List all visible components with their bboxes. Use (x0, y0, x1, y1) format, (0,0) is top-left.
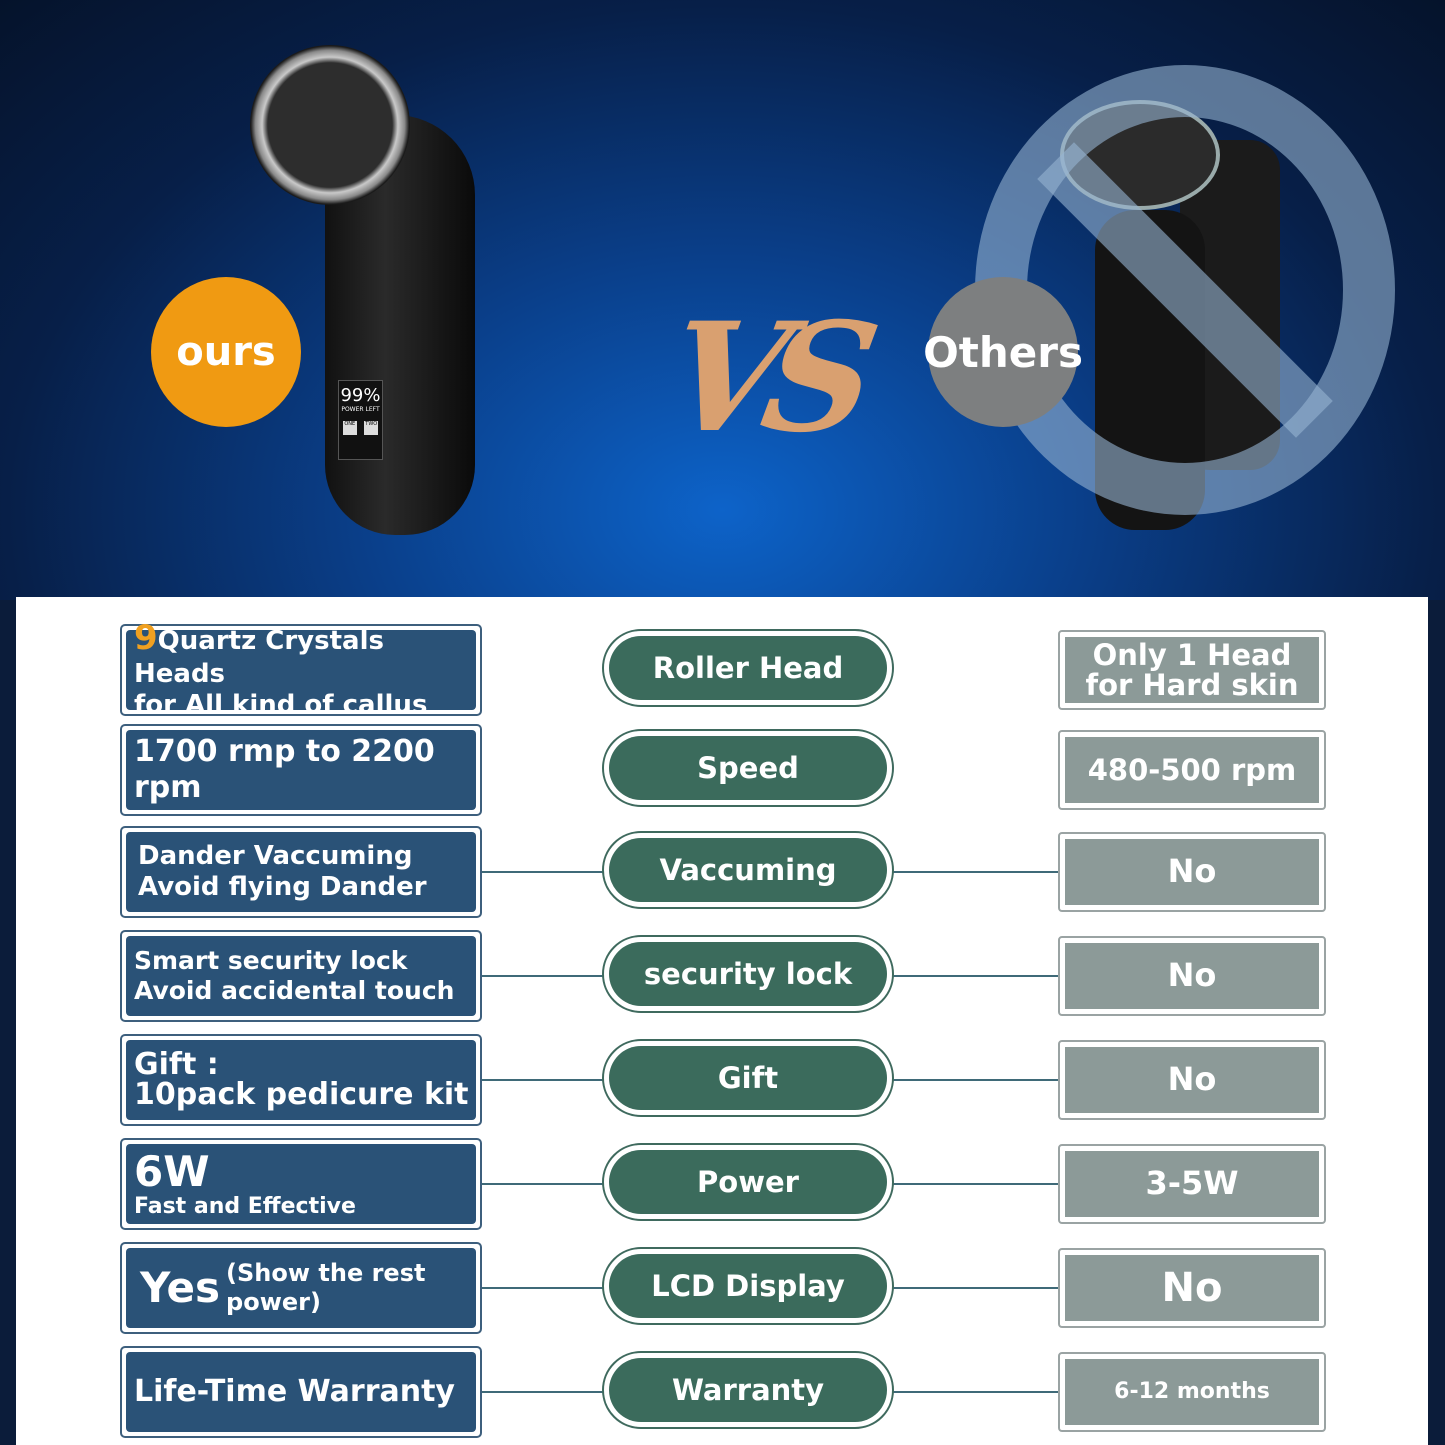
others-value: No (1058, 1248, 1326, 1328)
comparison-row: 6W Fast and Effective Power 3-5W (16, 1135, 1428, 1231)
ours-product-image: 99% POWER LEFT ONE TWO (250, 45, 475, 540)
others-value: 480-500 rpm (1058, 730, 1326, 810)
feature-label: Roller Head (602, 629, 894, 707)
comparison-row: Life-Time Warranty Warranty 6-12 months (16, 1343, 1428, 1439)
comparison-table: 9Quartz Crystals Heads for All kind of c… (16, 597, 1428, 1445)
others-value: 3-5W (1058, 1144, 1326, 1224)
feature-label: Gift (602, 1039, 894, 1117)
ours-value: 6W Fast and Effective (120, 1138, 482, 1230)
ours-value: Smart security lock Avoid accidental touc… (120, 930, 482, 1022)
ours-line2: Fast and Effective (134, 1193, 356, 1219)
others-value: No (1058, 936, 1326, 1016)
comparison-row: Yes (Show the rest power) LCD Display No (16, 1239, 1428, 1335)
ours-line1: Dander Vaccuming (138, 840, 413, 871)
ours-line2: for All kind of callus (134, 690, 428, 721)
ours-line1: Smart security lock (134, 946, 408, 975)
ours-line2: Avoid flying Dander (138, 872, 427, 902)
feature-label: security lock (602, 935, 894, 1013)
ours-value: Yes (Show the rest power) (120, 1242, 482, 1334)
lcd-button-one: ONE (342, 421, 357, 435)
ours-line1: Life-Time Warranty (134, 1374, 455, 1409)
lcd-button-two: TWO (364, 421, 379, 435)
others-value: Only 1 Head for Hard skin (1058, 630, 1326, 710)
ours-line1: 1700 rmp to 2200 rpm (134, 734, 435, 805)
ours-line1: Quartz Crystals Heads (134, 626, 384, 690)
ours-line2: 10pack pedicure kit (134, 1077, 469, 1112)
ours-value: Gift :10pack pedicure kit (120, 1034, 482, 1126)
ours-badge: ours (151, 277, 301, 427)
hero-banner: 99% POWER LEFT ONE TWO ours VS Others (0, 0, 1445, 600)
feature-label: LCD Display (602, 1247, 894, 1325)
comparison-row: 1700 rmp to 2200 rpm Speed 480-500 rpm (16, 721, 1428, 817)
ours-highlight: 9 (134, 618, 158, 659)
feature-label: Power (602, 1143, 894, 1221)
ours-line2: Avoid accidental touch (134, 976, 455, 1005)
ours-value: 9Quartz Crystals Heads for All kind of c… (120, 618, 482, 720)
comparison-row: Gift :10pack pedicure kit Gift No (16, 1031, 1428, 1127)
feature-label: Warranty (602, 1351, 894, 1429)
others-badge: Others (923, 277, 1083, 427)
feature-label: Vaccuming (602, 831, 894, 909)
ours-value: Dander Vaccuming Avoid flying Dander (120, 826, 482, 918)
ours-line1: Yes (140, 1262, 221, 1312)
comparison-row: Dander Vaccuming Avoid flying Dander Vacc… (16, 823, 1428, 919)
others-value: No (1058, 832, 1326, 912)
ours-line2: (Show the rest power) (226, 1259, 426, 1316)
lcd-caption: POWER LEFT (341, 406, 380, 413)
ours-value: Life-Time Warranty (120, 1346, 482, 1438)
vs-label: VS (654, 290, 871, 466)
feature-label: Speed (602, 729, 894, 807)
comparison-row: Smart security lock Avoid accidental touc… (16, 927, 1428, 1023)
ours-line1: Gift : (134, 1047, 219, 1082)
lcd-percent: 99% (340, 385, 381, 406)
others-value: No (1058, 1040, 1326, 1120)
comparison-row: 9Quartz Crystals Heads for All kind of c… (16, 618, 1428, 720)
ours-line1: 6W (134, 1147, 210, 1197)
others-value: 6-12 months (1058, 1352, 1326, 1432)
lcd-display: 99% POWER LEFT ONE TWO (338, 380, 383, 460)
ours-value: 1700 rmp to 2200 rpm (120, 724, 482, 816)
